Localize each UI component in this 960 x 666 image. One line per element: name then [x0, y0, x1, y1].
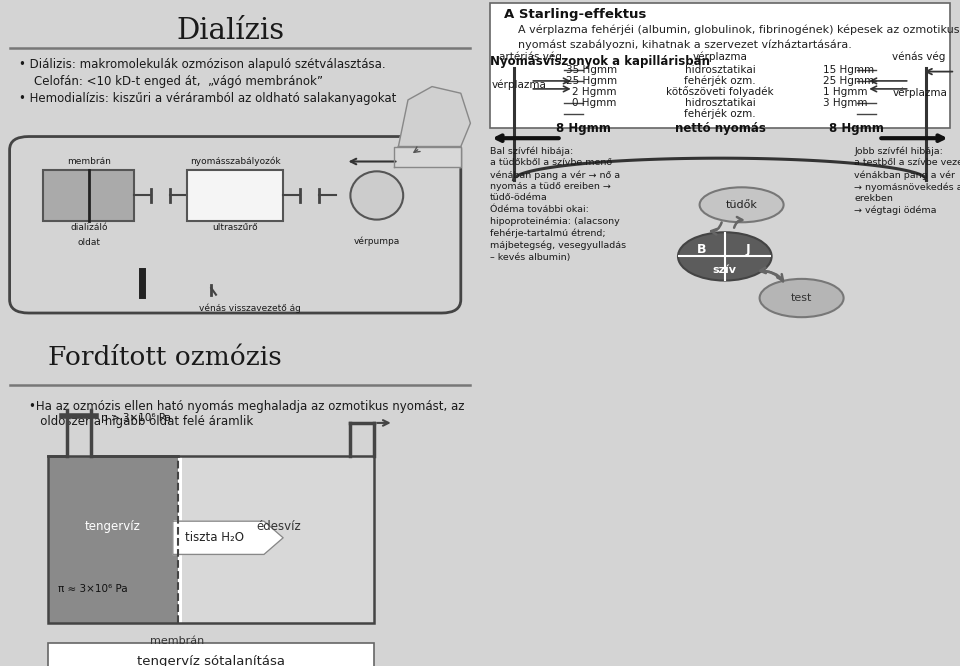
Text: vérpumpa: vérpumpa — [353, 236, 400, 246]
Text: test: test — [791, 293, 812, 303]
Bar — [48, 643, 374, 666]
Text: tiszta H₂O: tiszta H₂O — [185, 531, 244, 544]
Text: tengervíz sótalanítása: tengervíz sótalanítása — [137, 655, 285, 666]
Text: • Hemodialízis: kiszűri a véráramból az oldható salakanyagokat: • Hemodialízis: kiszűri a véráramból az … — [19, 92, 396, 105]
Ellipse shape — [678, 232, 772, 280]
Text: szív: szív — [712, 264, 737, 275]
Text: vérplazma: vérplazma — [893, 88, 948, 99]
Text: tengervíz: tengervíz — [84, 519, 141, 533]
Text: • Diálizis: makromolekulák ozmózison alapuló szétválasztása.: • Diálizis: makromolekulák ozmózison ala… — [19, 59, 386, 71]
Text: artériás vég: artériás vég — [499, 51, 562, 62]
Text: membrán: membrán — [67, 157, 110, 166]
Text: oldat: oldat — [78, 238, 100, 247]
Bar — [43, 170, 134, 221]
Text: Bal szívfél hibája:
a tüdőkből a szívbe menő
vénában pang a vér → nő a
nyomás a : Bal szívfél hibája: a tüdőkből a szívbe … — [490, 147, 626, 262]
Bar — [182, 456, 374, 623]
Text: membrán: membrán — [151, 636, 204, 646]
Text: p > 3×10⁶ Pa: p > 3×10⁶ Pa — [101, 413, 171, 423]
Text: 25 Hgmm: 25 Hgmm — [565, 76, 616, 86]
Bar — [187, 170, 283, 221]
Text: vénás visszavezető ág: vénás visszavezető ág — [199, 303, 300, 312]
Text: ultraszűrő: ultraszűrő — [212, 223, 258, 232]
Text: Nyomásviszonyok a kapillárisban: Nyomásviszonyok a kapillárisban — [490, 55, 709, 68]
Text: kötőszöveti folyadék: kötőszöveti folyadék — [666, 87, 774, 97]
Text: •Ha az ozmózis ellen ható nyomás meghaladja az ozmotikus nyomást, az: •Ha az ozmózis ellen ható nyomás meghala… — [29, 400, 465, 413]
Text: A vérplazma fehérjéi (albumin, globulinok, fibrinogének) képesek az ozmotikus: A vérplazma fehérjéi (albumin, globulino… — [518, 25, 960, 35]
Text: nettó nyomás: nettó nyomás — [675, 122, 765, 135]
Text: oldószer a hígabb oldat felé áramlik: oldószer a hígabb oldat felé áramlik — [29, 414, 253, 428]
Text: A Starling-effektus: A Starling-effektus — [504, 9, 646, 21]
Text: vénás vég: vénás vég — [892, 51, 946, 62]
Text: Celofán: <10 kD-t enged át,  „vágó membránok”: Celofán: <10 kD-t enged át, „vágó membrá… — [19, 75, 324, 88]
Polygon shape — [173, 521, 283, 554]
Ellipse shape — [759, 279, 844, 317]
Ellipse shape — [350, 171, 403, 220]
Text: fehérjék ozm.: fehérjék ozm. — [684, 109, 756, 119]
Text: édesvíz: édesvíz — [256, 519, 300, 533]
Text: hidrosztatikai: hidrosztatikai — [684, 65, 756, 75]
Text: 35 Hgmm: 35 Hgmm — [565, 65, 616, 75]
Text: dializáló: dializáló — [70, 223, 108, 232]
Text: tüdők: tüdők — [726, 200, 757, 210]
Text: 1 Hgmm: 1 Hgmm — [824, 87, 868, 97]
Text: 0 Hgmm: 0 Hgmm — [572, 98, 616, 108]
Bar — [48, 456, 374, 623]
Text: Fordított ozmózis: Fordított ozmózis — [48, 345, 281, 370]
Text: Jobb szívfél hibája:
a testből a szívbe vezető
vénákban pang a vér
→ nyomásnövek: Jobb szívfél hibája: a testből a szívbe … — [854, 147, 960, 215]
Text: nyomásszabályozók: nyomásszabályozók — [190, 157, 280, 166]
Text: 8 Hgmm: 8 Hgmm — [829, 122, 884, 135]
Text: 2 Hgmm: 2 Hgmm — [572, 87, 616, 97]
Bar — [48, 456, 374, 623]
Text: vérplazma: vérplazma — [492, 80, 547, 90]
Polygon shape — [394, 147, 461, 166]
Text: Dialízis: Dialízis — [177, 17, 284, 45]
Text: 15 Hgmm: 15 Hgmm — [824, 65, 875, 75]
Text: vérplazma: vérplazma — [692, 51, 748, 62]
Text: π ≈ 3×10⁶ Pa: π ≈ 3×10⁶ Pa — [58, 584, 128, 595]
Text: nyomást szabályozni, kihatnak a szervezet vízháztartására.: nyomást szabályozni, kihatnak a szerveze… — [518, 39, 852, 50]
Text: 8 Hgmm: 8 Hgmm — [556, 122, 611, 135]
FancyBboxPatch shape — [490, 3, 950, 129]
Polygon shape — [398, 87, 470, 147]
Text: 25 Hgmm: 25 Hgmm — [824, 76, 875, 86]
Text: J: J — [746, 243, 750, 256]
Text: B: B — [697, 243, 707, 256]
Text: hidrosztatikai: hidrosztatikai — [684, 98, 756, 108]
Text: fehérjék ozm.: fehérjék ozm. — [684, 76, 756, 86]
Text: 3 Hgmm: 3 Hgmm — [824, 98, 868, 108]
Ellipse shape — [700, 187, 783, 222]
Bar — [48, 456, 178, 623]
